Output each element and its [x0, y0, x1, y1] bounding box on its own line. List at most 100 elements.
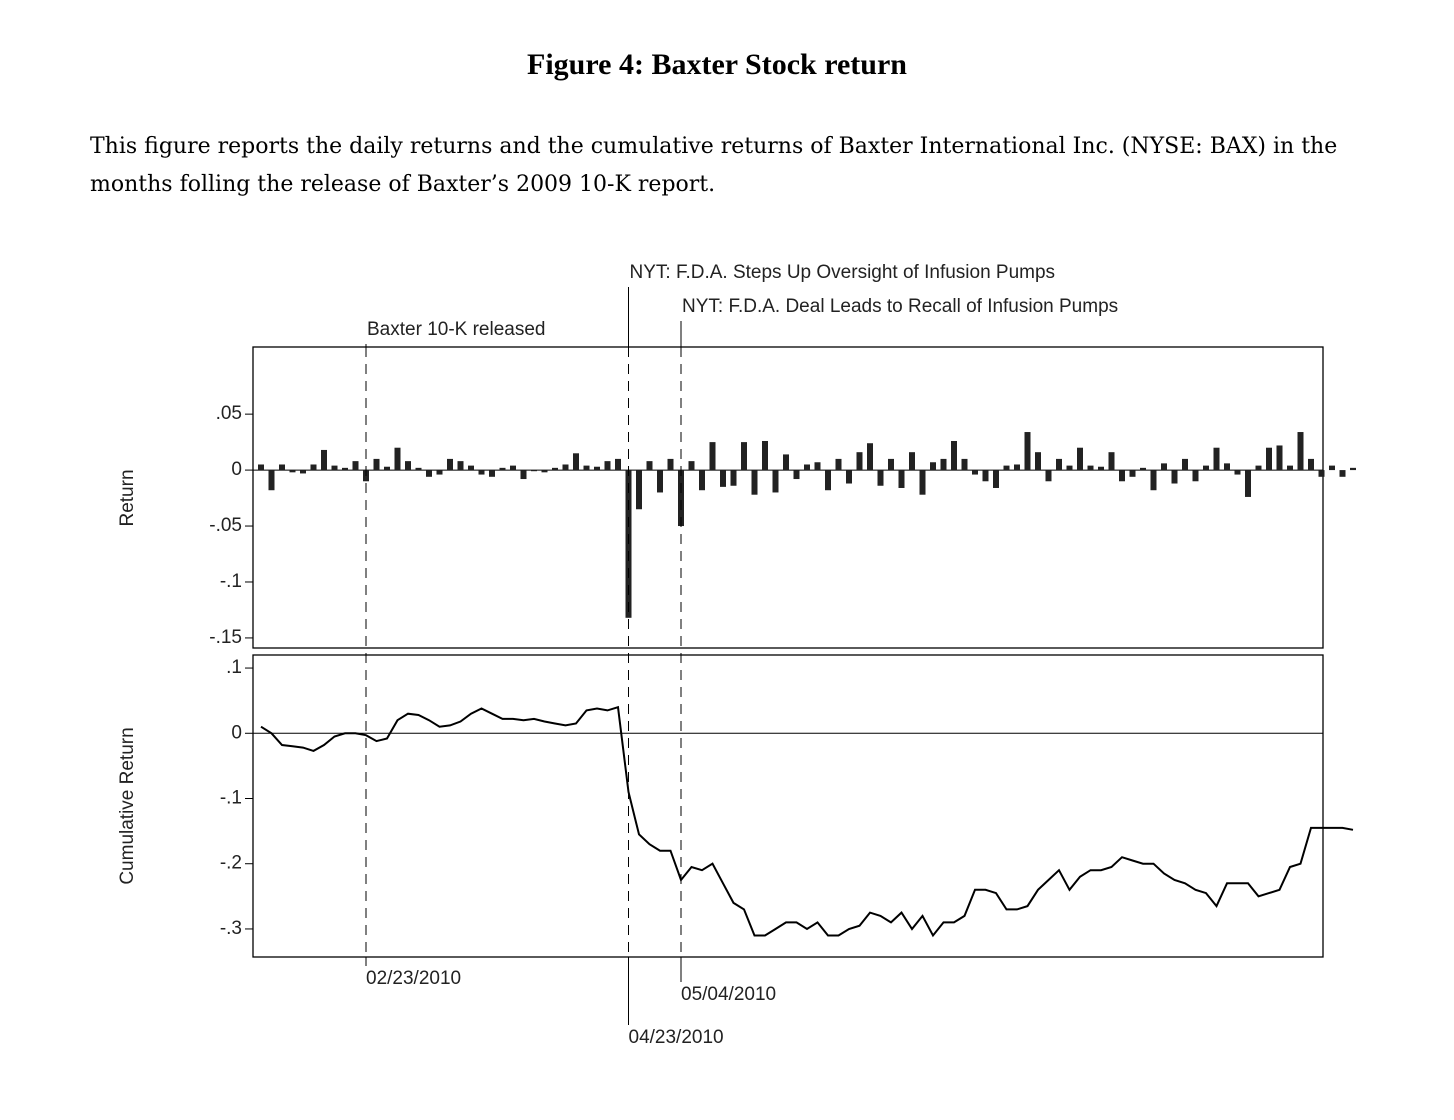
y-tick-label: -.05 — [209, 515, 242, 536]
bar — [856, 452, 863, 471]
bar — [373, 458, 380, 471]
x-tick-label: 04/23/2010 — [629, 1027, 724, 1048]
bar — [541, 470, 548, 473]
x-tick-label: 05/04/2010 — [681, 984, 776, 1005]
bar — [730, 470, 737, 486]
bar — [930, 462, 936, 471]
bar — [510, 465, 516, 471]
x-tick-label: 02/23/2010 — [366, 968, 461, 989]
bar — [982, 470, 989, 482]
bar — [300, 470, 306, 474]
plot-frame — [252, 346, 1324, 649]
bar — [279, 464, 285, 471]
bar — [1203, 465, 1209, 471]
bar — [1329, 465, 1335, 471]
y-axis-label: Cumulative Return — [117, 727, 138, 884]
bar — [1276, 445, 1283, 471]
bar — [1098, 466, 1104, 471]
cumulative-line — [260, 705, 1354, 938]
bar — [636, 470, 642, 510]
bar — [342, 467, 348, 471]
bar — [1182, 458, 1188, 471]
bar — [688, 461, 695, 471]
bar — [1224, 463, 1230, 471]
bar — [499, 467, 506, 471]
bar — [1066, 465, 1073, 471]
bar — [835, 458, 842, 471]
bar — [405, 461, 411, 471]
bar — [268, 470, 275, 491]
bar — [762, 440, 768, 471]
bar — [741, 442, 747, 471]
bar — [1255, 465, 1262, 471]
bar — [846, 470, 852, 484]
bar — [552, 467, 558, 471]
bar — [531, 470, 537, 472]
bar — [415, 467, 422, 471]
bar — [1297, 432, 1304, 471]
bar — [657, 470, 663, 493]
bar — [709, 442, 716, 471]
y-axis-label: Return — [117, 469, 138, 526]
y-tick-label: -.1 — [220, 571, 242, 592]
bar — [909, 452, 915, 471]
bar — [751, 470, 758, 495]
y-tick-label: -.15 — [209, 627, 242, 648]
bar — [940, 458, 947, 471]
bar — [814, 462, 821, 471]
bar — [478, 470, 485, 475]
y-tick-label: 0 — [231, 722, 242, 743]
bar — [1087, 465, 1094, 471]
y-tick-label: -.3 — [220, 918, 242, 939]
bar — [352, 461, 359, 471]
y-tick-label: 0 — [231, 459, 242, 480]
bar — [594, 466, 600, 471]
bar — [1024, 432, 1031, 471]
bar — [394, 447, 401, 471]
bar — [699, 470, 705, 491]
bar — [772, 470, 779, 493]
bar — [1161, 463, 1167, 471]
bar — [825, 470, 831, 491]
figure-title: Figure 4: Baxter Stock return — [527, 48, 907, 81]
bar — [1266, 447, 1272, 471]
annotation-text: NYT: F.D.A. Deal Leads to Recall of Infu… — [682, 296, 1118, 317]
bar — [678, 470, 684, 527]
figure-caption: This figure reports the daily returns an… — [90, 134, 1338, 197]
bar — [447, 458, 453, 471]
bar — [667, 458, 674, 471]
bar — [783, 454, 789, 471]
bar — [1014, 464, 1020, 471]
bar — [1035, 452, 1041, 471]
bar — [426, 470, 432, 477]
bar — [1192, 470, 1199, 482]
bar — [951, 440, 957, 471]
y-tick-label: -.2 — [220, 853, 242, 874]
bar — [898, 470, 905, 488]
bar — [877, 470, 884, 486]
bar — [961, 458, 968, 471]
bar — [1045, 470, 1052, 482]
bar — [1234, 470, 1241, 475]
y-tick-label: .1 — [226, 657, 242, 678]
annotation-text: NYT: F.D.A. Steps Up Oversight of Infusi… — [630, 262, 1056, 283]
y-tick-label: .05 — [216, 403, 242, 424]
bar — [1245, 470, 1251, 497]
plot-frame — [252, 654, 1324, 958]
bar — [468, 465, 474, 471]
bar — [310, 464, 317, 471]
bar — [919, 470, 926, 495]
bar — [1213, 447, 1220, 471]
bar — [972, 470, 978, 475]
bar — [1077, 447, 1083, 471]
bar — [384, 466, 390, 471]
bar — [1056, 458, 1062, 471]
bar — [1350, 467, 1356, 471]
bar — [457, 461, 464, 471]
bar — [1119, 470, 1125, 482]
bar — [646, 461, 653, 471]
bar — [793, 470, 800, 480]
bar — [436, 470, 443, 475]
bar — [289, 470, 296, 473]
